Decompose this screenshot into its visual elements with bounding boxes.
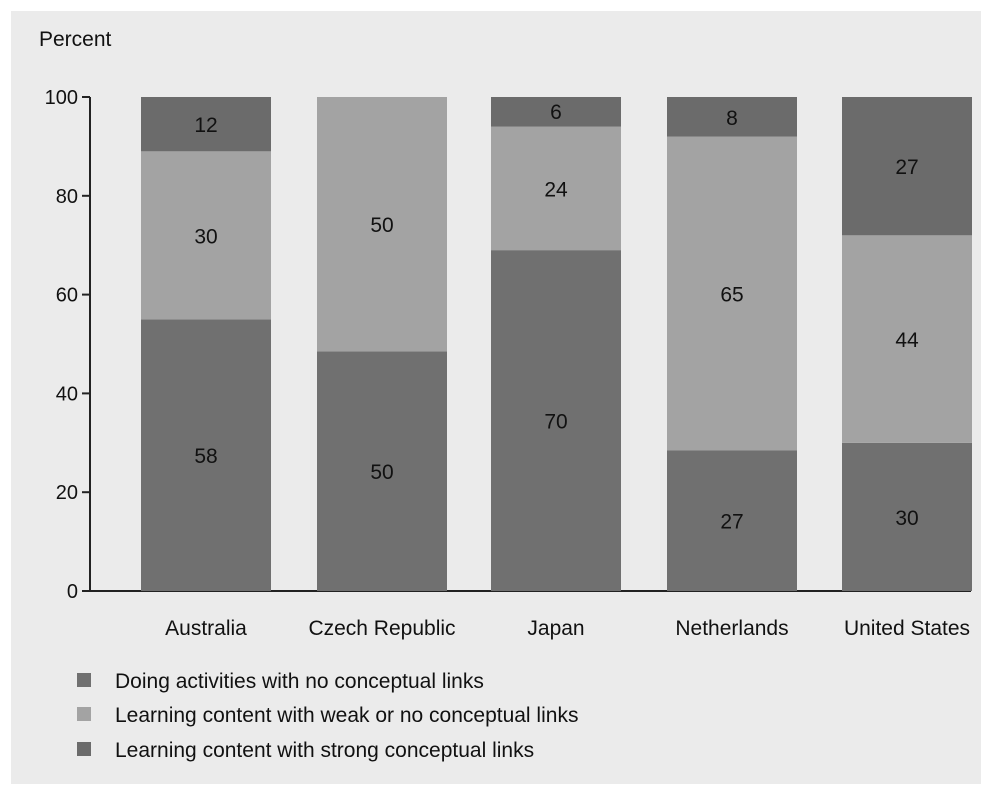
x-tick-label: Czech Republic: [308, 617, 455, 640]
legend-entry: Doing activities with no conceptual link…: [115, 670, 484, 693]
data-label: 44: [895, 329, 919, 352]
legend-swatch: [77, 742, 91, 756]
bar-segment: [141, 151, 271, 320]
y-tick-label: 20: [56, 482, 78, 504]
data-label: 8: [726, 107, 738, 130]
data-label: 65: [720, 283, 743, 306]
data-label: 27: [720, 511, 743, 534]
bar-segment: [842, 235, 972, 443]
data-label: 50: [370, 461, 393, 484]
data-label: 30: [895, 507, 918, 530]
stacked-bar-chart: Percent 0 20 40 60 80 100 58 30 12 50 50 70 24 6 27 65…: [39, 28, 972, 762]
x-tick-labels: Australia Czech Republic Japan Netherlands U…: [165, 617, 970, 640]
data-labels: 58 30 12 50 50 70 24 6 27 65 8 30 44 27: [194, 101, 919, 534]
bar-segment: [317, 97, 447, 352]
data-label: 50: [370, 214, 393, 237]
data-label: 58: [194, 445, 217, 468]
bar-segment: [141, 319, 271, 591]
bar-segment: [667, 136, 797, 451]
x-tick-label: Australia: [165, 617, 247, 640]
legend-entry: Learning content with strong conceptual …: [115, 739, 534, 762]
data-label: 12: [194, 114, 217, 137]
y-tick-label: 80: [56, 186, 78, 208]
bar-segment: [317, 351, 447, 591]
bars: [141, 97, 972, 591]
data-label: 30: [194, 225, 217, 248]
bar-segment: [491, 126, 621, 251]
y-tick-label: 40: [56, 383, 78, 405]
y-tick-label: 60: [56, 285, 78, 307]
legend: Doing activities with no conceptual link…: [77, 670, 578, 762]
bar-segment: [491, 97, 621, 127]
bar-segment: [491, 250, 621, 591]
chart-panel: Percent 0 20 40 60 80 100 58 30 12 50 50 70 24 6 27 65…: [11, 11, 981, 784]
bar-segment: [667, 97, 797, 137]
x-tick-label: Netherlands: [675, 617, 788, 640]
y-tick-label: 100: [45, 87, 78, 109]
data-label: 70: [544, 411, 567, 434]
bar-segment: [842, 442, 972, 591]
legend-swatch: [77, 707, 91, 721]
legend-swatch: [77, 673, 91, 687]
y-axis-label: Percent: [39, 28, 112, 51]
y-tick-label: 0: [67, 581, 78, 603]
data-label: 24: [544, 178, 568, 201]
legend-entry: Learning content with weak or no concept…: [115, 704, 578, 727]
bar-segment: [667, 450, 797, 591]
bar-segment: [842, 97, 972, 236]
x-tick-label: United States: [844, 617, 970, 640]
data-label: 6: [550, 101, 562, 124]
x-tick-label: Japan: [527, 617, 584, 640]
bar-segment: [141, 97, 271, 152]
data-label: 27: [895, 156, 918, 179]
